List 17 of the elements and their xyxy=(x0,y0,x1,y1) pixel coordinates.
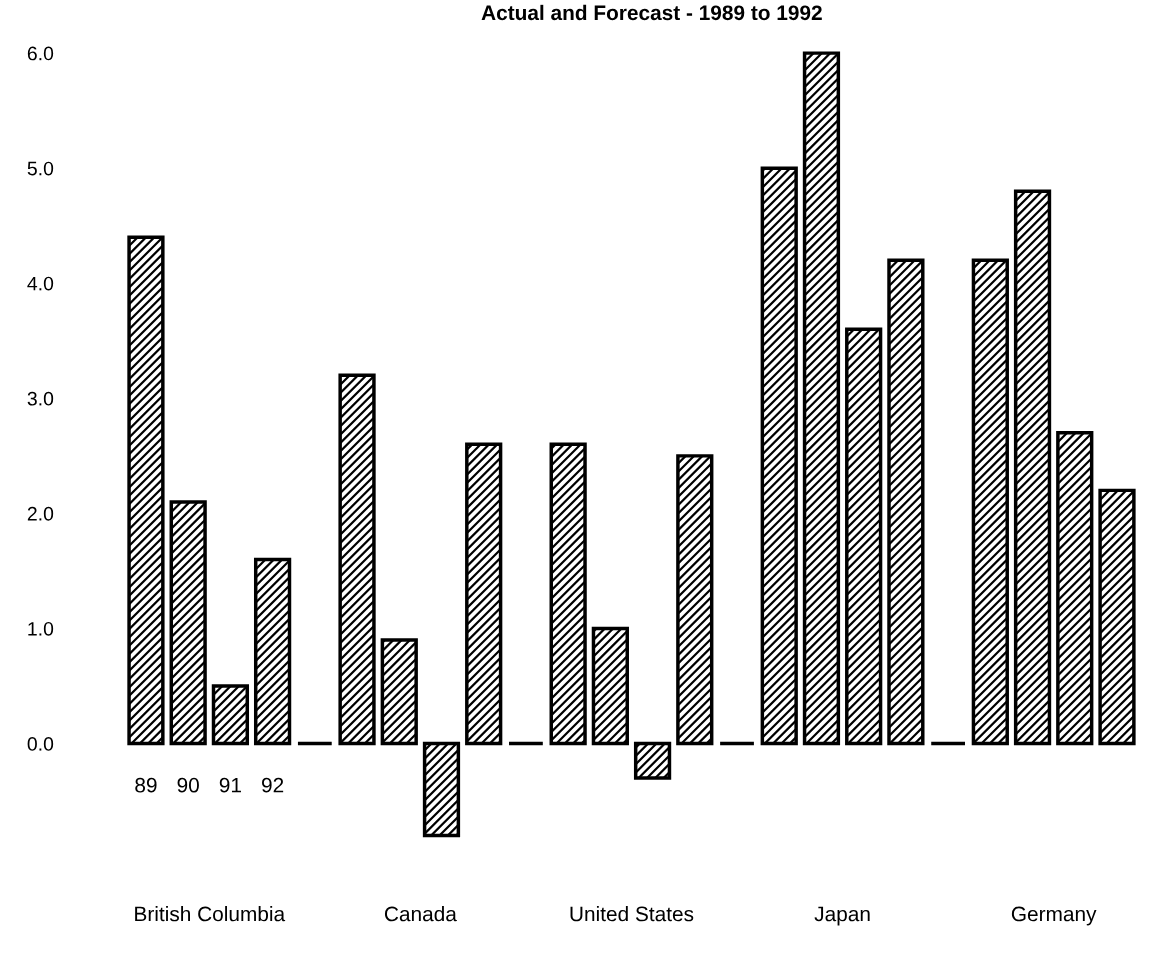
text: United States xyxy=(570,906,694,922)
x-tick-label: 89 xyxy=(135,777,157,793)
y-tick-label: 4.0 xyxy=(27,276,54,291)
text: Japan xyxy=(814,906,870,926)
text: British Columbia xyxy=(135,906,286,922)
y-tick-label: 0.0 xyxy=(27,737,54,751)
chart-title: Actual and Forecast - 1989 to 1992 xyxy=(481,4,822,21)
y-tick-label: 6.0 xyxy=(27,46,54,61)
text: Germany xyxy=(1011,906,1097,926)
x-tick-label: 90 xyxy=(177,777,199,793)
text: Canada xyxy=(384,906,457,922)
y-tick-label: 3.0 xyxy=(27,391,54,406)
y-tick-label: 1.0 xyxy=(28,621,54,636)
x-tick-label: 91 xyxy=(219,777,241,793)
x-tick-label: 92 xyxy=(262,777,284,793)
y-tick-label: 2.0 xyxy=(27,506,54,521)
y-tick-label: 5.0 xyxy=(27,161,54,176)
